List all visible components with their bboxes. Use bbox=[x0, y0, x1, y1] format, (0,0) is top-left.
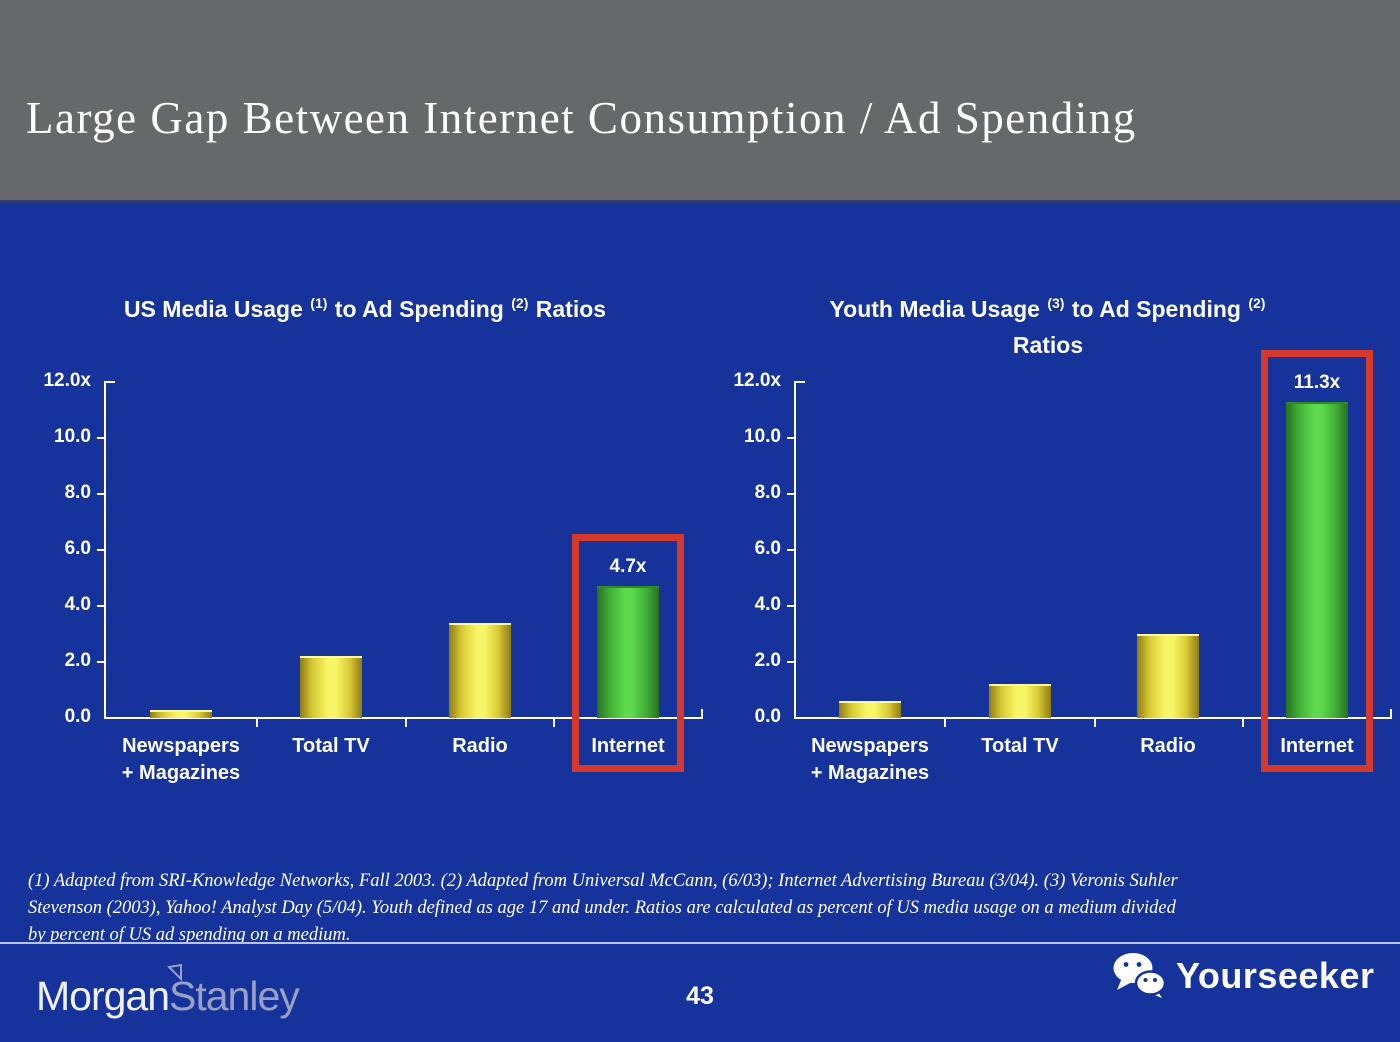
yourseeker-label: Yourseeker bbox=[1176, 955, 1375, 996]
morgan-stanley-logo: MorganStanley bbox=[36, 964, 300, 1020]
y-axis-label: 10.0 bbox=[744, 426, 781, 447]
footnote-line: (1) Adapted from SRI-Knowledge Networks,… bbox=[28, 871, 1178, 891]
y-axis-label: 6.0 bbox=[64, 538, 91, 559]
bar-internet bbox=[1286, 402, 1348, 718]
chart-title: Youth Media Usage (3) to Ad Spending (2)… bbox=[728, 293, 1368, 362]
x-axis-tick bbox=[553, 717, 555, 727]
y-axis-top-hook bbox=[106, 381, 115, 383]
category-label-line: Internet bbox=[591, 735, 665, 757]
bar-internet bbox=[597, 586, 659, 718]
x-axis-tick bbox=[944, 717, 946, 727]
category-label-line: + Magazines bbox=[121, 762, 241, 784]
y-axis-label: 8.0 bbox=[754, 482, 781, 503]
x-axis-tick bbox=[256, 717, 258, 727]
y-axis-label: 6.0 bbox=[754, 538, 781, 559]
morgan-stanley-logo-stanley: Stanley bbox=[169, 973, 300, 1019]
category-label-line: Radio bbox=[1140, 735, 1196, 757]
chart-title-text: to Ad Spending bbox=[1065, 296, 1248, 322]
chart-title-superscript: (1) bbox=[310, 295, 328, 311]
footnote-line: by percent of US ad spending on a medium… bbox=[28, 925, 351, 945]
bar-value-label: 11.3x bbox=[1293, 372, 1341, 393]
y-axis-tick bbox=[97, 661, 104, 663]
chart-title-text: Youth Media Usage bbox=[829, 296, 1047, 322]
x-axis-end-hook bbox=[1390, 709, 1392, 719]
y-axis-label: 10.0 bbox=[54, 426, 91, 447]
y-axis-label: 0.0 bbox=[64, 706, 91, 727]
category-label-line: Total TV bbox=[292, 735, 370, 757]
y-axis-tick bbox=[97, 549, 104, 551]
category-label: Newspapers + Magazines bbox=[91, 733, 271, 787]
logo-triangle-icon bbox=[167, 964, 182, 982]
x-axis bbox=[795, 717, 1392, 719]
chart-title-text: Ratios bbox=[1012, 332, 1084, 358]
bar-radio bbox=[1137, 634, 1199, 718]
y-axis-tick bbox=[97, 437, 104, 439]
y-axis bbox=[794, 381, 796, 719]
y-axis bbox=[104, 381, 106, 719]
bar-total-tv bbox=[300, 656, 362, 718]
footnote-line: Stevenson (2003), Yahoo! Analyst Day (5/… bbox=[28, 898, 1176, 918]
bar-radio bbox=[449, 623, 511, 718]
highlight-box bbox=[572, 534, 684, 772]
chart-title-line: Youth Media Usage (3) to Ad Spending (2) bbox=[728, 293, 1368, 329]
chart-title-text: to Ad Spending bbox=[328, 296, 511, 322]
y-axis-label: 12.0x bbox=[733, 370, 781, 391]
bar-value-label: 4.7x bbox=[609, 556, 647, 577]
category-label: Radio bbox=[1078, 733, 1258, 760]
category-label-line: + Magazines bbox=[810, 762, 930, 784]
y-axis-label: 8.0 bbox=[64, 482, 91, 503]
category-label-line: Newspapers bbox=[811, 735, 929, 757]
chart-title-superscript: (3) bbox=[1047, 295, 1065, 311]
chart-title-superscript: (2) bbox=[1248, 295, 1266, 311]
morgan-stanley-logo-morgan: Morgan bbox=[36, 973, 170, 1019]
category-label-line: Radio bbox=[452, 735, 508, 757]
highlight-box bbox=[1261, 350, 1373, 772]
y-axis-tick bbox=[787, 549, 794, 551]
category-label-line: Total TV bbox=[981, 735, 1059, 757]
footer-divider bbox=[0, 942, 1400, 944]
x-axis-end-hook bbox=[701, 709, 703, 719]
chart-title: US Media Usage (1) to Ad Spending (2) Ra… bbox=[45, 293, 685, 329]
y-axis-label: 2.0 bbox=[64, 650, 91, 671]
x-axis-tick bbox=[405, 717, 407, 727]
yourseeker-logo: Yourseeker bbox=[1112, 952, 1374, 1000]
bar-newspapers bbox=[839, 701, 901, 718]
y-axis-label: 0.0 bbox=[754, 706, 781, 727]
y-axis-tick bbox=[787, 437, 794, 439]
category-label: Total TV bbox=[930, 733, 1110, 760]
bar-newspapers bbox=[150, 710, 212, 718]
y-axis-tick bbox=[787, 493, 794, 495]
bar-total-tv bbox=[989, 684, 1051, 718]
x-axis-tick bbox=[1094, 717, 1096, 727]
slide-title: Large Gap Between Internet Consumption /… bbox=[26, 93, 1137, 143]
chart-title-superscript: (2) bbox=[511, 295, 529, 311]
category-label: Radio bbox=[390, 733, 570, 760]
y-axis-label: 2.0 bbox=[754, 650, 781, 671]
y-axis-tick bbox=[787, 661, 794, 663]
category-label-line: Newspapers bbox=[122, 735, 240, 757]
title-band: Large Gap Between Internet Consumption /… bbox=[0, 0, 1400, 203]
y-axis-top-hook bbox=[796, 381, 805, 383]
y-axis-tick bbox=[97, 493, 104, 495]
chart-title-line: Ratios bbox=[728, 329, 1368, 362]
wechat-icon bbox=[1113, 953, 1166, 998]
y-axis-label: 4.0 bbox=[64, 594, 91, 615]
y-axis-label: 4.0 bbox=[754, 594, 781, 615]
footnote: (1) Adapted from SRI-Knowledge Networks,… bbox=[28, 868, 1378, 949]
y-axis-tick bbox=[787, 605, 794, 607]
x-axis-tick bbox=[1242, 717, 1244, 727]
category-label: Internet bbox=[1227, 733, 1400, 760]
chart-title-text: Ratios bbox=[529, 296, 607, 322]
category-label: Total TV bbox=[241, 733, 421, 760]
category-label: Newspapers + Magazines bbox=[780, 733, 960, 787]
category-label-line: Internet bbox=[1280, 735, 1354, 757]
page-number: 43 bbox=[686, 982, 714, 1010]
chart-title-line: US Media Usage (1) to Ad Spending (2) Ra… bbox=[45, 293, 685, 329]
y-axis-label: 12.0x bbox=[43, 370, 91, 391]
chart-title-text: US Media Usage bbox=[123, 296, 310, 322]
category-label: Internet bbox=[538, 733, 718, 760]
y-axis-tick bbox=[97, 605, 104, 607]
x-axis bbox=[105, 717, 703, 719]
